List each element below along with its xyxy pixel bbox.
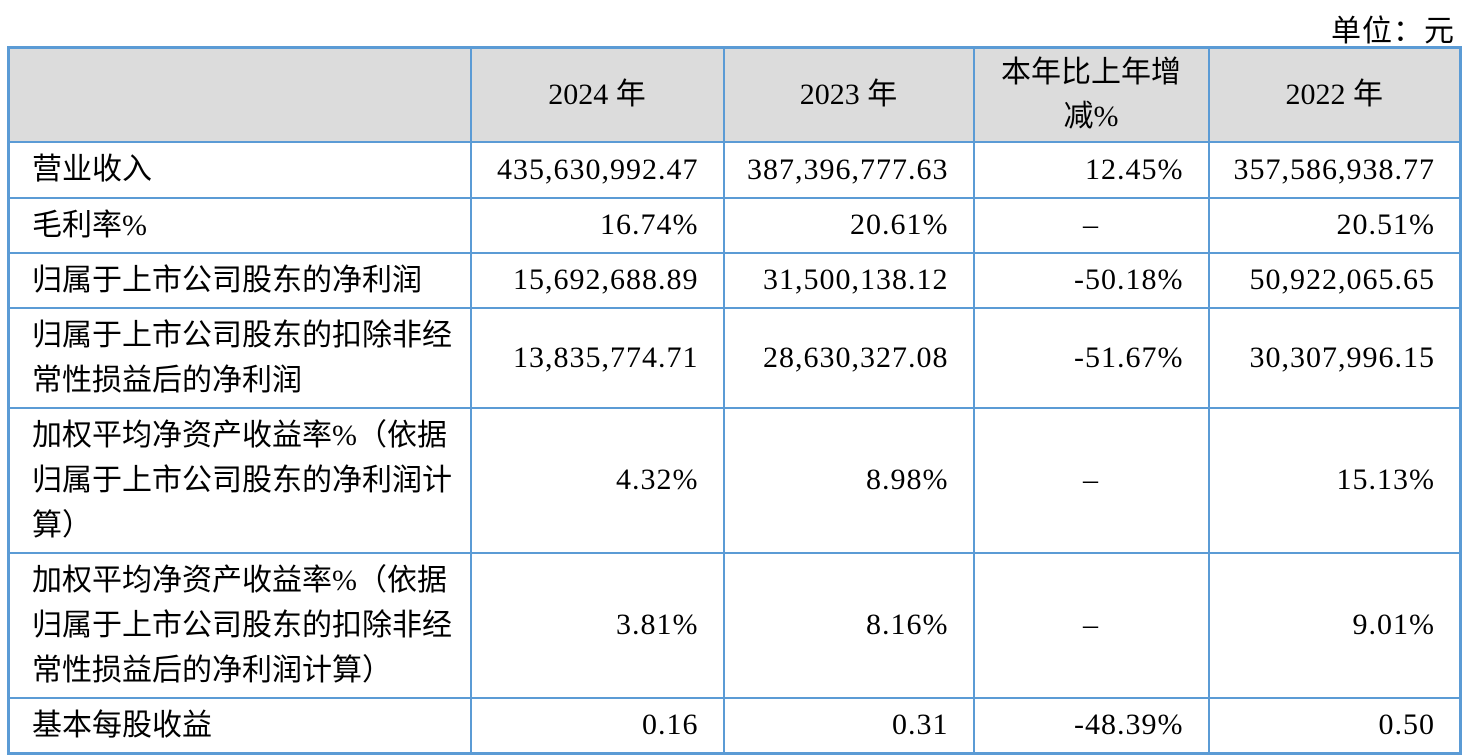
value-2022: 15.13% xyxy=(1207,406,1462,554)
value-change: -48.39% xyxy=(972,696,1210,754)
value-2022: 30,307,996.15 xyxy=(1207,306,1462,409)
table-row-basic-eps: 基本每股收益 0.16 0.31 -48.39% 0.50 xyxy=(7,696,1462,754)
header-cell-2022: 2022 年 xyxy=(1207,46,1462,143)
report-page: 单位：元 2024 年 2023 年 本年比上年增减% 2022 年 营业收入 … xyxy=(7,15,1462,755)
table-row-net-profit-deducted: 归属于上市公司股东的扣除非经常性损益后的净利润 13,835,774.71 28… xyxy=(7,306,1462,409)
table-row-revenue: 营业收入 435,630,992.47 387,396,777.63 12.45… xyxy=(7,140,1462,199)
value-2023: 31,500,138.12 xyxy=(722,251,975,309)
header-cell-change: 本年比上年增减% xyxy=(972,46,1210,143)
value-change: – xyxy=(972,551,1210,699)
row-label: 归属于上市公司股东的扣除非经常性损益后的净利润 xyxy=(7,306,472,409)
value-change: 12.45% xyxy=(972,140,1210,199)
table-row-weighted-roe-deducted: 加权平均净资产收益率%（依据归属于上市公司股东的扣除非经常性损益后的净利润计算）… xyxy=(7,551,1462,699)
value-2023: 387,396,777.63 xyxy=(722,140,975,199)
value-2024: 0.16 xyxy=(469,696,725,754)
value-2024: 15,692,688.89 xyxy=(469,251,725,309)
value-2022: 0.50 xyxy=(1207,696,1462,754)
value-2024: 4.32% xyxy=(469,406,725,554)
value-change: -51.67% xyxy=(972,306,1210,409)
row-label: 加权平均净资产收益率%（依据归属于上市公司股东的扣除非经常性损益后的净利润计算） xyxy=(7,551,472,699)
value-2024: 435,630,992.47 xyxy=(469,140,725,199)
row-label: 营业收入 xyxy=(7,140,472,199)
value-2022: 9.01% xyxy=(1207,551,1462,699)
value-2022: 20.51% xyxy=(1207,196,1462,254)
header-cell-2024: 2024 年 xyxy=(469,46,725,143)
row-label: 加权平均净资产收益率%（依据归属于上市公司股东的净利润计算） xyxy=(7,406,472,554)
table-row-weighted-roe: 加权平均净资产收益率%（依据归属于上市公司股东的净利润计算） 4.32% 8.9… xyxy=(7,406,1462,554)
header-cell-metric xyxy=(7,46,472,143)
financial-summary-table: 2024 年 2023 年 本年比上年增减% 2022 年 营业收入 435,6… xyxy=(7,46,1462,755)
table-header-row: 2024 年 2023 年 本年比上年增减% 2022 年 xyxy=(7,46,1462,143)
value-2024: 3.81% xyxy=(469,551,725,699)
table-row-net-profit: 归属于上市公司股东的净利润 15,692,688.89 31,500,138.1… xyxy=(7,251,1462,309)
row-label: 基本每股收益 xyxy=(7,696,472,754)
value-2023: 8.98% xyxy=(722,406,975,554)
value-2023: 8.16% xyxy=(722,551,975,699)
value-2022: 357,586,938.77 xyxy=(1207,140,1462,199)
unit-label: 单位：元 xyxy=(1331,15,1455,48)
value-2024: 16.74% xyxy=(469,196,725,254)
value-2022: 50,922,065.65 xyxy=(1207,251,1462,309)
value-change: – xyxy=(972,406,1210,554)
row-label: 归属于上市公司股东的净利润 xyxy=(7,251,472,309)
value-2023: 20.61% xyxy=(722,196,975,254)
value-change: -50.18% xyxy=(972,251,1210,309)
value-2023: 28,630,327.08 xyxy=(722,306,975,409)
table-row-gross-margin: 毛利率% 16.74% 20.61% – 20.51% xyxy=(7,196,1462,254)
row-label: 毛利率% xyxy=(7,196,472,254)
header-cell-2023: 2023 年 xyxy=(722,46,975,143)
value-2024: 13,835,774.71 xyxy=(469,306,725,409)
value-change: – xyxy=(972,196,1210,254)
value-2023: 0.31 xyxy=(722,696,975,754)
